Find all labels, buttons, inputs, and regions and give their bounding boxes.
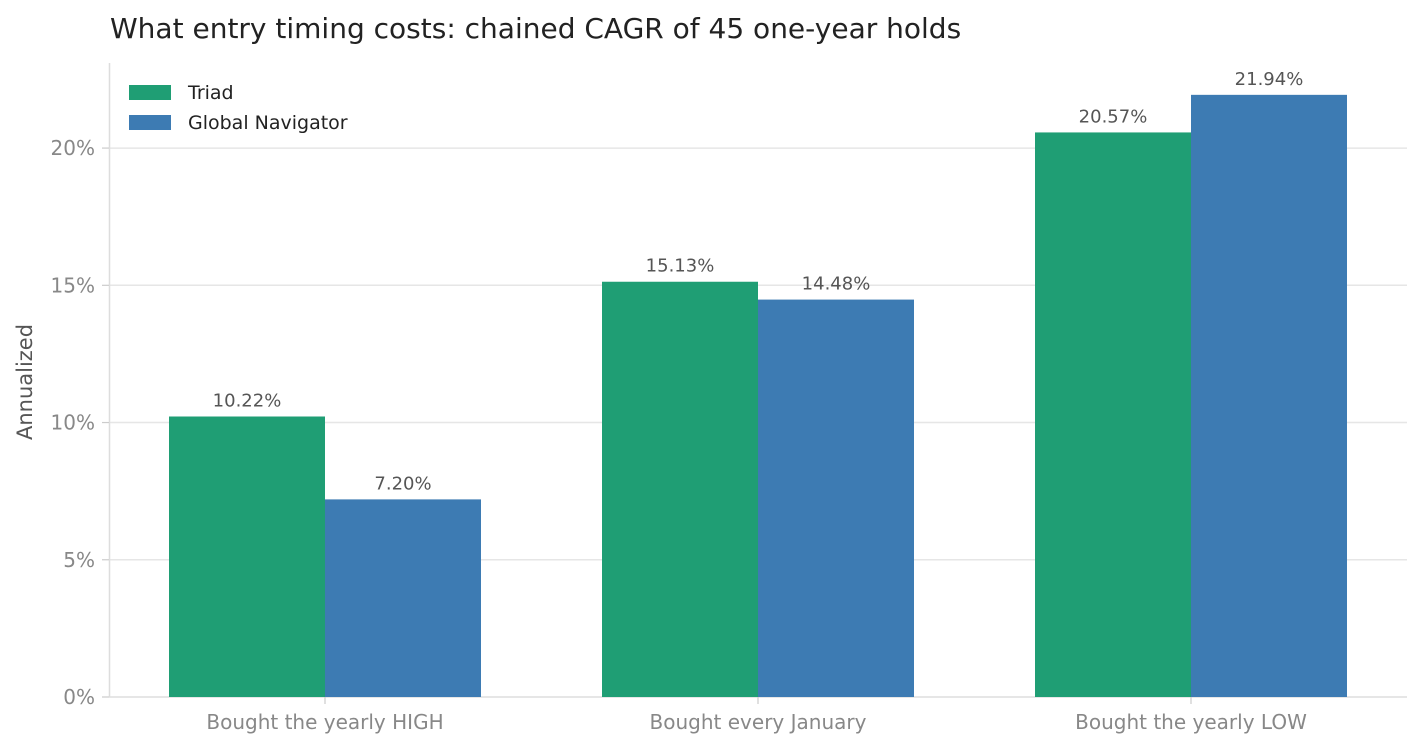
y-tick-label: 5% [63, 548, 95, 572]
x-ticks: Bought the yearly HIGH Bought every Janua… [206, 697, 1307, 734]
bar-value-label: 20.57% [1079, 106, 1148, 127]
y-ticks: 0% 5% 10% 15% 20% [51, 136, 109, 709]
x-tick-label: Bought every January [650, 710, 867, 734]
bar-global-navigator [1191, 94, 1347, 698]
bar-value-label: 7.20% [374, 473, 431, 494]
bar-value-label: 15.13% [646, 256, 715, 277]
bar-triad [1035, 132, 1191, 697]
bars [169, 94, 1347, 698]
y-tick-label: 20% [51, 136, 95, 160]
value-labels: 10.22% 7.20% 15.13% 14.48% 20.57% 21.94% [213, 69, 1304, 495]
y-axis-label: Annualized [13, 324, 37, 440]
x-tick-label: Bought the yearly LOW [1075, 710, 1307, 734]
legend-label: Triad [187, 82, 234, 104]
bar-triad [602, 281, 758, 697]
legend-swatch [129, 115, 171, 130]
legend-label: Global Navigator [188, 112, 348, 134]
bar-global-navigator [758, 299, 914, 697]
bar-value-label: 21.94% [1235, 69, 1304, 90]
chart-title: What entry timing costs: chained CAGR of… [110, 12, 961, 45]
y-tick-label: 0% [63, 685, 95, 709]
bar-value-label: 10.22% [213, 391, 282, 412]
bar-value-label: 14.48% [802, 274, 871, 295]
bar-triad [169, 416, 325, 697]
x-tick-label: Bought the yearly HIGH [206, 710, 443, 734]
bar-global-navigator [325, 499, 481, 697]
legend: Triad Global Navigator [129, 82, 348, 134]
y-tick-label: 15% [51, 273, 95, 297]
y-tick-label: 10% [51, 411, 95, 435]
legend-swatch [129, 85, 171, 100]
